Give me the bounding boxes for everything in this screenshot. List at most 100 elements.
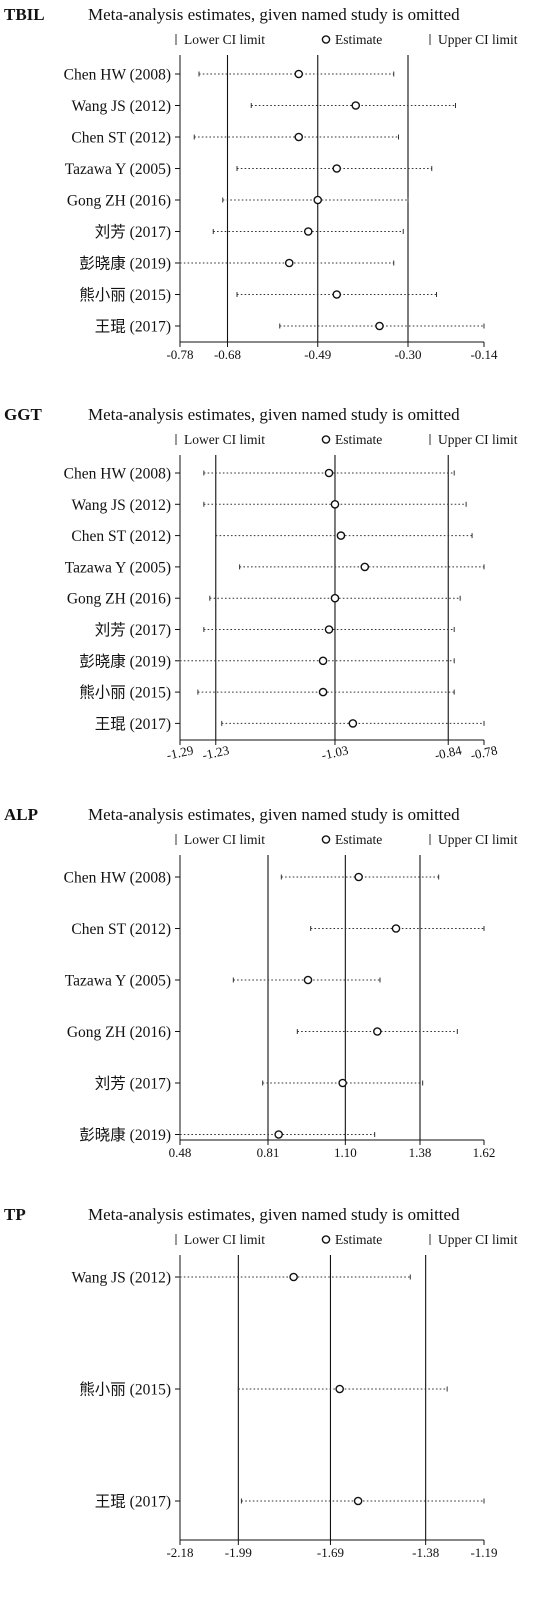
study-label: Chen ST (2012) <box>71 130 171 147</box>
estimate-marker <box>353 1496 363 1506</box>
study-label: 刘芳 (2017) <box>95 1075 171 1093</box>
x-tick-label: -1.23 <box>201 742 231 762</box>
study-row: Gong ZH (2016) <box>67 1024 458 1041</box>
panel-label: GGT <box>4 405 42 424</box>
estimate-marker <box>324 468 334 478</box>
panel-title: Meta-analysis estimates, given named stu… <box>88 405 460 424</box>
x-tick-label: -1.03 <box>320 742 350 762</box>
study-label: Chen HW (2008) <box>64 466 171 483</box>
estimate-marker <box>294 132 304 142</box>
legend-estimate-label: Estimate <box>335 1232 382 1247</box>
study-label: Gong ZH (2016) <box>67 193 171 210</box>
estimate-marker <box>284 258 294 268</box>
study-label: Wang JS (2012) <box>72 98 172 115</box>
estimate-marker <box>391 924 401 933</box>
x-tick-label: 1.62 <box>473 1145 496 1160</box>
x-tick-label: 1.10 <box>334 1145 357 1160</box>
study-label: 王琨 (2017) <box>95 716 171 733</box>
x-tick-label: 1.38 <box>409 1145 432 1160</box>
panel-title: Meta-analysis estimates, given named stu… <box>88 805 460 824</box>
estimate-marker <box>313 195 323 205</box>
study-row: Wang JS (2012) <box>72 497 467 514</box>
study-label: 王琨 (2017) <box>95 319 171 336</box>
study-label: 熊小丽 (2015) <box>79 1381 171 1399</box>
legend-estimate-label: Estimate <box>335 832 382 847</box>
x-tick-label: -1.19 <box>470 1545 497 1560</box>
panel-label: TBIL <box>4 5 45 24</box>
estimate-marker <box>360 562 370 572</box>
legend-estimate-marker <box>321 835 331 844</box>
study-row: 彭晓康 (2019) <box>79 1126 376 1144</box>
legend-lower-label: Lower CI limit <box>184 432 265 447</box>
study-row: 熊小丽 (2015) <box>79 1381 448 1399</box>
estimate-marker <box>318 687 328 697</box>
study-label: 刘芳 (2017) <box>95 621 171 639</box>
estimate-marker <box>303 227 313 236</box>
panel-tbil: TBIL Meta-analysis estimates, given named… <box>4 5 518 362</box>
legend-upper-label: Upper CI limit <box>438 1232 518 1247</box>
estimate-marker <box>289 1272 298 1282</box>
study-label: 熊小丽 (2015) <box>79 286 171 304</box>
panel-ggt: GGT Meta-analysis estimates, given named … <box>4 405 518 763</box>
study-row: Wang JS (2012) <box>72 1270 411 1287</box>
x-tick-label: -0.49 <box>304 347 331 362</box>
panel-alp: ALP Meta-analysis estimates, given named … <box>4 805 518 1160</box>
study-row: Gong ZH (2016) <box>67 591 461 608</box>
study-row: Tazawa Y (2005) <box>65 559 485 576</box>
study-row: 刘芳 (2017) <box>95 621 455 639</box>
study-row: 刘芳 (2017) <box>95 1075 424 1093</box>
study-row: Chen HW (2008) <box>64 67 395 84</box>
legend-lower-label: Lower CI limit <box>184 832 265 847</box>
estimate-marker <box>336 531 346 540</box>
x-tick-label: -0.30 <box>394 347 421 362</box>
legend-upper-label: Upper CI limit <box>438 432 518 447</box>
study-row: Chen HW (2008) <box>64 870 440 887</box>
study-label: Chen HW (2008) <box>64 870 171 887</box>
study-row: Wang JS (2012) <box>72 98 456 115</box>
x-tick-label: -0.78 <box>166 347 193 362</box>
study-row: Chen ST (2012) <box>71 528 473 545</box>
x-tick-label: -0.14 <box>470 347 498 362</box>
panel-label: ALP <box>4 805 38 824</box>
x-tick-label: 0.48 <box>169 1145 192 1160</box>
study-label: Tazawa Y (2005) <box>65 559 171 576</box>
study-label: Gong ZH (2016) <box>67 591 171 608</box>
legend: Lower CI limit Estimate Upper CI limit <box>175 1232 518 1247</box>
x-tick-label: -1.69 <box>317 1545 344 1560</box>
legend: Lower CI limit Estimate Upper CI limit <box>175 432 518 447</box>
study-label: Tazawa Y (2005) <box>65 973 171 990</box>
estimate-marker <box>294 69 304 79</box>
estimate-marker <box>318 656 328 666</box>
legend-estimate-marker <box>321 435 331 444</box>
estimate-marker <box>348 719 358 728</box>
study-row: Tazawa Y (2005) <box>65 161 433 178</box>
estimate-marker <box>330 593 340 603</box>
study-row: 王琨 (2017) <box>95 1494 485 1511</box>
estimate-marker <box>338 1078 347 1088</box>
estimate-marker <box>375 321 384 331</box>
x-tick-label: -0.84 <box>433 742 463 762</box>
study-label: 王琨 (2017) <box>95 1494 171 1511</box>
study-row: 熊小丽 (2015) <box>79 286 437 304</box>
legend-estimate-label: Estimate <box>335 32 382 47</box>
estimate-marker <box>351 101 361 110</box>
legend: Lower CI limit Estimate Upper CI limit <box>175 32 518 47</box>
x-tick-label: -1.38 <box>412 1545 439 1560</box>
study-row: 彭晓康 (2019) <box>79 255 395 273</box>
x-tick-label: -0.68 <box>214 347 241 362</box>
x-tick-label: 0.81 <box>257 1145 280 1160</box>
legend-estimate-marker <box>321 1235 331 1244</box>
estimate-marker <box>324 625 334 634</box>
study-label: 熊小丽 (2015) <box>79 684 171 702</box>
study-row: 刘芳 (2017) <box>95 223 404 241</box>
legend-lower-label: Lower CI limit <box>184 32 265 47</box>
estimate-marker <box>332 290 342 299</box>
study-row: 王琨 (2017) <box>95 716 485 733</box>
legend-lower-label: Lower CI limit <box>184 1232 265 1247</box>
study-row: Gong ZH (2016) <box>67 193 409 210</box>
study-label: 彭晓康 (2019) <box>79 1126 171 1144</box>
legend: Lower CI limit Estimate Upper CI limit <box>175 832 518 847</box>
study-label: Chen ST (2012) <box>71 528 171 545</box>
study-row: 彭晓康 (2019) <box>79 652 455 670</box>
